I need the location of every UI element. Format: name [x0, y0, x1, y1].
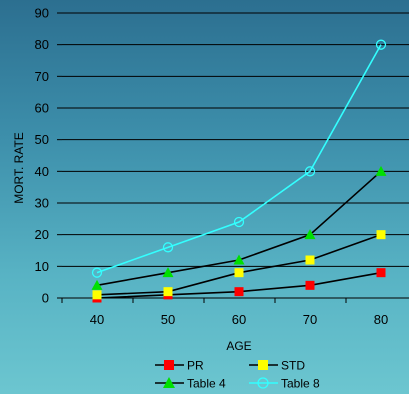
- legend-marker: [257, 377, 269, 389]
- x-axis-ticks: 40 50 60 70 80: [61, 298, 388, 327]
- legend: PR STD Table 4 Table 8: [155, 359, 320, 391]
- series-group: [91, 39, 387, 303]
- y-tick-label: 20: [35, 227, 49, 242]
- grid-lines: [62, 12, 409, 267]
- legend-marker: [163, 377, 175, 388]
- data-point: [305, 255, 315, 265]
- series-std: [92, 230, 386, 300]
- data-point: [376, 268, 386, 278]
- legend-marker: [164, 360, 174, 370]
- y-tick-label: 30: [35, 196, 49, 211]
- series-line: [96, 44, 382, 274]
- y-tick-label: 50: [35, 132, 49, 147]
- y-axis-title: MORT. RATE: [12, 132, 26, 204]
- legend-item-table-8: Table 8: [249, 377, 320, 391]
- y-tick-label: 60: [35, 101, 49, 116]
- data-point: [234, 268, 244, 278]
- legend-marker: [258, 360, 268, 370]
- x-tick-label: 50: [161, 312, 175, 327]
- data-point: [233, 254, 245, 265]
- x-tick-label: 40: [90, 312, 104, 327]
- x-axis-title: AGE: [226, 339, 251, 353]
- y-tick-label: 10: [35, 259, 49, 274]
- legend-label: Table 4: [187, 377, 226, 391]
- data-point: [92, 290, 102, 300]
- data-point: [375, 39, 387, 50]
- x-tick-label: 60: [232, 312, 246, 327]
- series-line: [96, 233, 382, 296]
- series-table-4: [91, 165, 387, 290]
- legend-label: PR: [187, 359, 204, 373]
- legend-label: Table 8: [281, 377, 320, 391]
- data-point: [233, 216, 245, 228]
- data-point: [234, 287, 244, 297]
- data-point: [305, 280, 315, 290]
- data-point: [376, 230, 386, 240]
- y-tick-label: 0: [42, 291, 49, 306]
- y-tick-label: 40: [35, 164, 49, 179]
- data-point: [304, 229, 316, 240]
- data-point: [375, 165, 387, 176]
- series-table-8: [91, 39, 387, 278]
- data-point: [91, 267, 103, 278]
- legend-item-table-4: Table 4: [155, 377, 226, 391]
- data-point: [304, 166, 316, 177]
- y-tick-label: 80: [35, 37, 49, 52]
- data-point: [91, 279, 103, 290]
- data-point: [162, 242, 174, 253]
- legend-item-pr: PR: [155, 359, 204, 373]
- legend-item-std: STD: [249, 359, 305, 373]
- data-point: [163, 287, 173, 297]
- data-point: [162, 267, 174, 278]
- y-axis-ticks: 0 10 20 30 40 50 60 70 80 90: [35, 6, 62, 306]
- x-tick-label: 80: [374, 312, 388, 327]
- legend-label: STD: [281, 359, 305, 373]
- y-tick-label: 70: [35, 69, 49, 84]
- y-tick-label: 90: [35, 6, 49, 21]
- x-tick-label: 70: [303, 312, 317, 327]
